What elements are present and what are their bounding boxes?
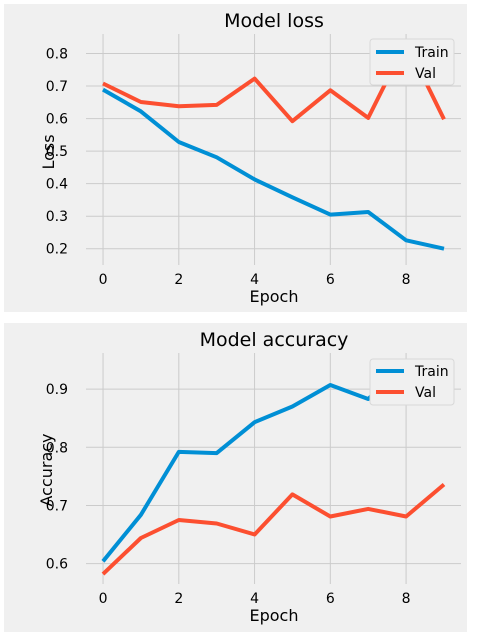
- loss-y-tick-label: 0.5: [46, 144, 68, 160]
- accuracy-x-tick-label: 8: [402, 591, 411, 607]
- accuracy-x-tick-label: 6: [326, 591, 335, 607]
- loss-legend: Train Val: [369, 38, 455, 86]
- loss-x-tick-label: 4: [250, 272, 259, 288]
- loss-y-tick-label: 0.4: [46, 177, 68, 193]
- accuracy-x-axis-label: Epoch: [250, 606, 299, 625]
- accuracy-x-tick-label: 4: [250, 591, 259, 607]
- loss-y-tick-label: 0.6: [46, 112, 68, 128]
- loss-y-ticks: 0.2 0.3 0.4 0.5 0.6 0.7 0.8: [46, 47, 68, 258]
- accuracy-y-tick-label: 0.6: [46, 557, 68, 573]
- loss-x-tick-label: 0: [99, 272, 108, 288]
- loss-train-line: [102, 87, 445, 251]
- accuracy-val-line: [101, 482, 446, 576]
- accuracy-y-tick-label: 0.7: [46, 498, 68, 514]
- accuracy-x-tick-label: 2: [174, 591, 183, 607]
- accuracy-y-axis-label: Accuracy: [37, 433, 56, 506]
- accuracy-chart-title: Model accuracy: [200, 329, 349, 351]
- loss-x-tick-label: 8: [402, 272, 411, 288]
- accuracy-legend: Train Val: [369, 358, 455, 406]
- loss-legend-train-label: Train: [414, 45, 449, 61]
- accuracy-y-tick-label: 0.9: [46, 382, 68, 398]
- loss-y-tick-label: 0.2: [46, 242, 68, 258]
- accuracy-x-tick-label: 0: [99, 591, 108, 607]
- loss-x-tick-label: 2: [174, 272, 183, 288]
- loss-chart-title: Model loss: [224, 10, 324, 32]
- loss-x-ticks: 0 2 4 6 8: [99, 272, 411, 288]
- loss-chart: 0.2 0.3 0.4 0.5 0.6 0.7 0.8 0 2 4 6 8 Model loss E…: [4, 4, 467, 312]
- loss-x-tick-label: 6: [326, 272, 335, 288]
- loss-x-axis-label: Epoch: [250, 287, 299, 306]
- loss-legend-val-label: Val: [415, 66, 436, 82]
- loss-y-axis-label: Loss: [39, 134, 58, 169]
- loss-gridlines: [86, 34, 461, 265]
- accuracy-legend-val-label: Val: [415, 385, 436, 401]
- accuracy-legend-train-label: Train: [414, 364, 449, 380]
- accuracy-y-tick-label: 0.8: [46, 440, 68, 456]
- loss-y-tick-label: 0.8: [46, 47, 68, 63]
- accuracy-y-ticks: 0.6 0.7 0.8 0.9: [46, 382, 68, 573]
- loss-y-tick-label: 0.3: [46, 209, 68, 225]
- accuracy-x-ticks: 0 2 4 6 8: [99, 591, 411, 607]
- loss-y-tick-label: 0.7: [46, 79, 68, 95]
